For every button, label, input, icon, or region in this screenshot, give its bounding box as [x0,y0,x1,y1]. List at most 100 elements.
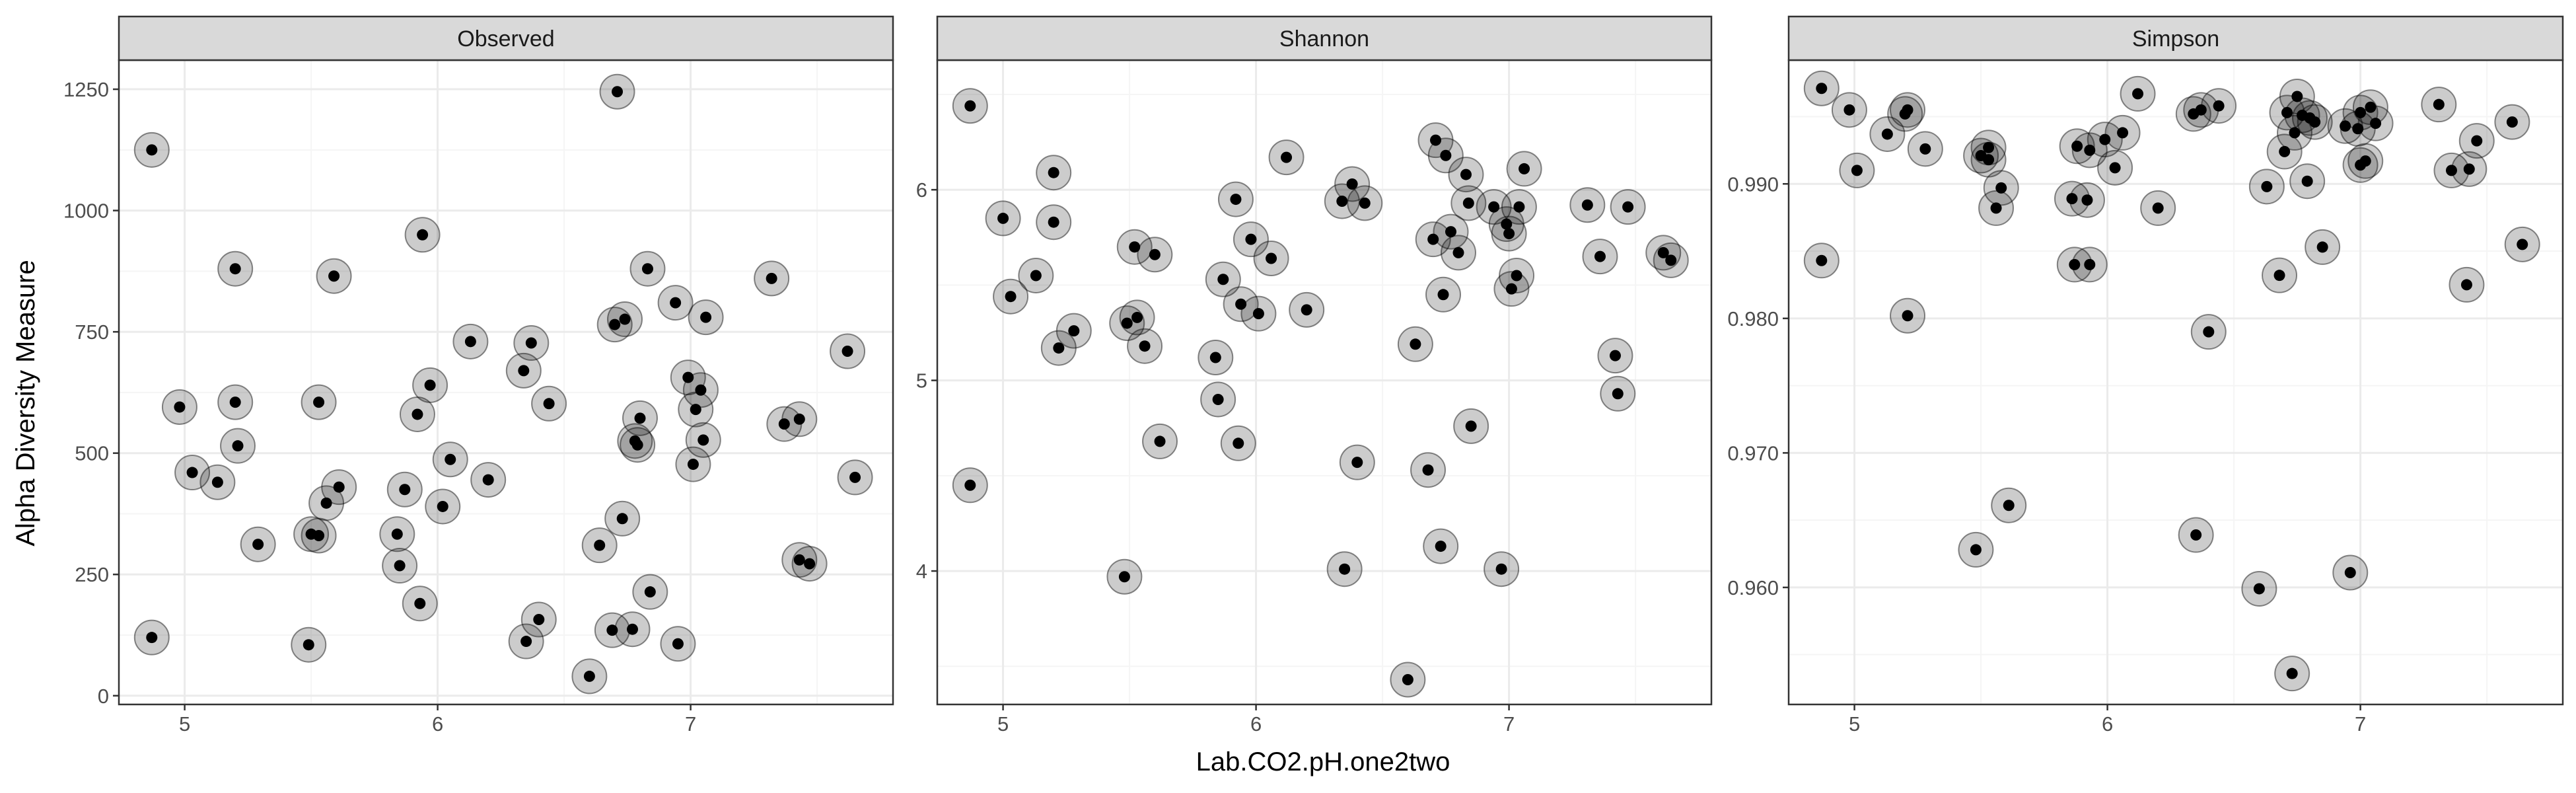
data-point-center [2132,88,2144,100]
data-point-center [682,371,694,383]
data-point-center [2344,567,2356,579]
data-point [766,406,803,442]
data-point [2297,104,2333,140]
data-point-center [1233,437,1244,449]
data-point [2178,517,2214,553]
x-tick-label: 6 [2102,712,2113,736]
data-point-center [211,476,223,488]
data-point-center [2433,98,2445,110]
data-point-center [313,530,325,542]
data-point [2289,163,2326,200]
data-point-center [1501,218,1513,230]
data-point [1427,137,1464,174]
data-point [2332,554,2369,591]
data-point-center [1816,254,1828,266]
data-point-center [1843,104,1855,116]
data-point-center [2084,144,2096,156]
data-point [2347,143,2384,179]
data-point-center [2340,120,2351,132]
data-point [1476,189,1512,225]
data-point-center [391,528,403,540]
data-point [1253,241,1289,276]
data-point-center [1266,252,1277,264]
data-point-center [1402,674,1413,685]
data-point [505,352,542,389]
data-point-center [1851,165,1863,176]
data-point-center [303,639,314,651]
data-point-center [964,479,976,491]
data-point-center [2359,155,2371,167]
data-point-center [1460,169,1472,180]
data-point-center [1519,163,1530,174]
data-point [399,396,435,432]
data-point [2248,169,2285,205]
data-point [781,401,818,437]
data-point [2071,246,2108,283]
data-point [174,455,211,491]
data-point-center [525,337,537,349]
data-point [2071,132,2108,169]
data-point-center [417,229,429,241]
data-point-center [399,484,411,496]
data-point-center [1612,388,1624,400]
data-point [321,469,357,506]
data-point-center [313,397,325,408]
data-point-center [2289,127,2301,139]
data-point [1491,215,1527,252]
data-point-center [1427,233,1439,245]
data-point-center [1902,104,1914,116]
data-point [220,428,256,464]
data-point [599,73,635,110]
data-point [632,574,668,610]
data-point-center [1346,178,1358,190]
x-tick-label: 6 [1250,712,1262,736]
data-point [1839,152,1875,188]
data-point-center [1336,195,1348,207]
data-point [1803,70,1840,106]
data-point [1991,487,2027,523]
data-point [2140,190,2176,226]
data-point-center [1212,393,1224,405]
data-point [2201,88,2237,124]
data-point [2494,104,2530,140]
y-tick-label: 6 [916,178,927,202]
data-point [520,601,557,638]
data-point-center [2195,104,2207,116]
data-point [2504,226,2540,262]
y-tick-label: 250 [75,563,109,586]
data-point-center [1581,199,1593,211]
data-points [1803,70,2540,692]
data-point [1240,295,1277,332]
data-point [1223,286,1259,322]
data-point-center [2152,202,2164,214]
data-point-center [2309,116,2321,128]
data-point [1653,242,1689,278]
data-point-center [670,297,682,309]
facet-panels: Observed 5 6 7 0 250 500 750 1000 1250 Shannon 5 6 7 4… [63,15,2564,736]
data-point [199,464,236,500]
data-point-center [1609,350,1621,361]
data-point [1018,257,1054,293]
data-point-center [672,638,684,650]
y-tick-label: 5 [916,369,927,393]
data-point-center [2445,165,2457,176]
data-point-center [1511,270,1522,282]
data-point-center [641,263,653,275]
data-point-center [437,500,448,512]
data-point [1484,551,1520,587]
data-point-center [627,623,639,635]
data-point [1890,92,1926,128]
data-point-center [1435,541,1447,552]
data-point [1501,189,1537,225]
data-point-center [252,539,264,550]
data-point [161,389,197,425]
data-point [1055,313,1092,349]
data-point-center [1881,128,1893,140]
data-point [1869,116,1906,152]
data-point [1453,408,1489,444]
data-point-center [1131,311,1143,323]
data-point [2340,110,2376,147]
data-point-center [394,560,406,572]
data-point-center [1445,226,1457,238]
data-point-center [2117,127,2129,139]
